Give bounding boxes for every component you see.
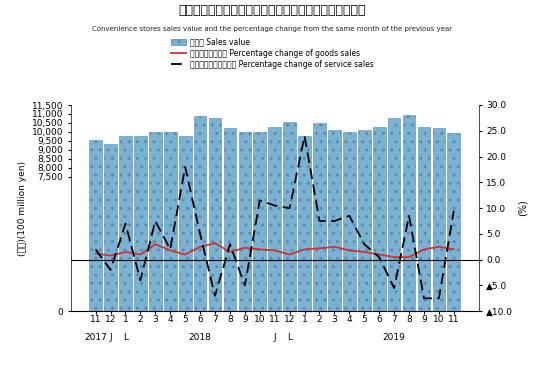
Bar [238, 132, 251, 311]
Bar [134, 136, 147, 311]
Text: Convenience stores sales value and the percentage change from the same month of : Convenience stores sales value and the p… [92, 26, 452, 32]
Bar [149, 132, 162, 311]
Text: J: J [109, 333, 112, 342]
Bar [313, 123, 326, 311]
Bar [403, 115, 416, 311]
Bar [164, 132, 177, 311]
Bar [418, 127, 430, 311]
Bar [119, 136, 132, 311]
Y-axis label: (億円)(100 million yen): (億円)(100 million yen) [18, 160, 27, 256]
Bar [298, 136, 311, 311]
Text: 2018: 2018 [189, 333, 212, 342]
Bar [388, 118, 400, 311]
Bar [104, 144, 117, 311]
Bar [254, 132, 266, 311]
Y-axis label: (%): (%) [517, 200, 528, 216]
Bar [448, 133, 460, 311]
Text: コンビニエンスストア販売額・前年同月比増減率の推移: コンビニエンスストア販売額・前年同月比増減率の推移 [178, 4, 366, 17]
Bar [194, 116, 206, 311]
Text: L: L [123, 333, 128, 342]
Text: 2019: 2019 [382, 333, 406, 342]
Bar [268, 126, 281, 311]
Bar [373, 127, 386, 311]
Bar [89, 140, 102, 311]
Bar [179, 136, 191, 311]
Bar [343, 132, 356, 311]
Bar [358, 130, 370, 311]
Text: L: L [287, 333, 292, 342]
Bar [328, 130, 341, 311]
Bar [283, 122, 296, 311]
Legend: 販売額 Sales value, 商品販売額増減率 Percentage change of goods sales, サービス売上高増減率 Percentag: 販売額 Sales value, 商品販売額増減率 Percentage cha… [171, 38, 373, 69]
Bar [224, 128, 236, 311]
Bar [209, 118, 221, 311]
Bar [432, 128, 445, 311]
Text: J: J [274, 333, 276, 342]
Text: 2017: 2017 [84, 333, 107, 342]
